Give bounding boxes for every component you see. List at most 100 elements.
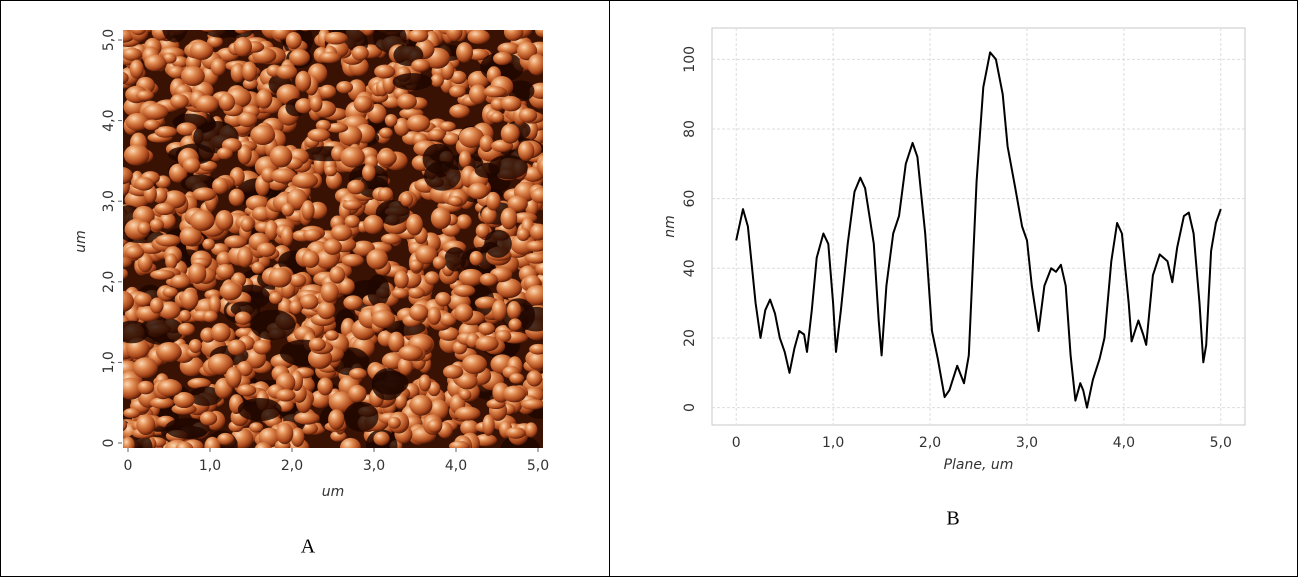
grain bbox=[449, 85, 466, 98]
grain bbox=[508, 318, 522, 332]
grain bbox=[149, 218, 164, 231]
grain bbox=[134, 177, 154, 191]
x-tick-label: 5,0 bbox=[1210, 435, 1232, 451]
grain bbox=[541, 357, 543, 372]
grain bbox=[361, 30, 375, 36]
grain bbox=[156, 341, 182, 363]
grain bbox=[317, 377, 333, 396]
grain bbox=[388, 331, 405, 353]
grain bbox=[300, 30, 311, 32]
grain bbox=[339, 437, 361, 448]
grain bbox=[299, 294, 319, 310]
grain bbox=[308, 337, 326, 352]
grain bbox=[525, 285, 543, 306]
grain bbox=[330, 224, 353, 242]
grain bbox=[418, 374, 431, 392]
grain bbox=[256, 242, 276, 257]
grain bbox=[497, 42, 521, 55]
grain bbox=[237, 144, 252, 165]
grain bbox=[241, 30, 255, 32]
x-tick-label: 1,0 bbox=[822, 435, 844, 451]
grain bbox=[427, 419, 443, 433]
grain bbox=[456, 42, 473, 63]
grain bbox=[219, 281, 242, 301]
shadow bbox=[422, 143, 455, 175]
x-tick-label: 4,0 bbox=[445, 458, 467, 474]
grain bbox=[458, 127, 485, 148]
grain bbox=[155, 234, 181, 247]
grain bbox=[483, 86, 507, 98]
x-tick-label: 3,0 bbox=[1016, 435, 1038, 451]
grain bbox=[270, 168, 297, 184]
grain bbox=[409, 394, 433, 416]
grain bbox=[324, 31, 348, 45]
grain bbox=[467, 182, 489, 200]
grain bbox=[362, 164, 376, 182]
grain bbox=[317, 301, 336, 320]
grain bbox=[156, 379, 183, 397]
grain bbox=[347, 179, 365, 195]
y-tick-label: 0 bbox=[101, 439, 117, 448]
grain bbox=[240, 217, 254, 232]
grain bbox=[458, 268, 484, 287]
grain bbox=[450, 70, 467, 85]
grain bbox=[268, 267, 292, 288]
grain bbox=[242, 78, 258, 90]
grain bbox=[125, 30, 138, 32]
grain bbox=[340, 146, 365, 168]
grain bbox=[443, 364, 464, 379]
grain bbox=[353, 95, 373, 113]
profile-line bbox=[735, 51, 1222, 409]
grain bbox=[520, 399, 543, 410]
grain bbox=[397, 356, 413, 376]
grain bbox=[384, 113, 398, 127]
y-tick-label: 0 bbox=[682, 403, 698, 412]
grain bbox=[325, 330, 339, 341]
grain bbox=[123, 419, 128, 431]
grain bbox=[478, 322, 496, 335]
grain bbox=[123, 71, 129, 85]
grain bbox=[453, 284, 476, 297]
grain bbox=[347, 384, 367, 403]
grain bbox=[475, 335, 499, 352]
grain bbox=[132, 357, 158, 379]
grain bbox=[289, 273, 307, 288]
grain bbox=[352, 240, 375, 257]
shadow bbox=[230, 301, 255, 317]
grain bbox=[149, 397, 175, 409]
grain bbox=[319, 51, 341, 64]
grain bbox=[459, 389, 472, 401]
grain bbox=[319, 84, 337, 99]
y-tick-label: 20 bbox=[682, 329, 698, 347]
grain bbox=[236, 384, 257, 397]
grain bbox=[264, 220, 278, 241]
grain bbox=[123, 407, 141, 419]
grain bbox=[294, 411, 320, 425]
y-tick-label: 100 bbox=[682, 46, 698, 73]
grain bbox=[507, 195, 528, 213]
grain bbox=[268, 291, 283, 305]
grain bbox=[385, 30, 400, 32]
grain bbox=[481, 206, 497, 225]
grain bbox=[202, 310, 218, 323]
grain bbox=[124, 245, 145, 260]
grain bbox=[427, 381, 441, 397]
grain bbox=[210, 322, 231, 343]
grain bbox=[456, 373, 478, 390]
grain bbox=[158, 301, 181, 320]
grain bbox=[338, 278, 355, 295]
grain bbox=[435, 291, 452, 307]
grain bbox=[526, 240, 543, 252]
grain bbox=[479, 272, 498, 287]
grain bbox=[328, 391, 354, 413]
grain bbox=[123, 144, 150, 166]
shadow bbox=[250, 309, 296, 341]
grain bbox=[482, 414, 495, 436]
y-tick-label: 3,0 bbox=[101, 190, 117, 212]
grain bbox=[500, 207, 518, 230]
grain bbox=[189, 210, 215, 231]
grain bbox=[216, 263, 235, 280]
grain bbox=[408, 303, 429, 321]
grain bbox=[449, 104, 470, 119]
grain bbox=[199, 411, 218, 426]
